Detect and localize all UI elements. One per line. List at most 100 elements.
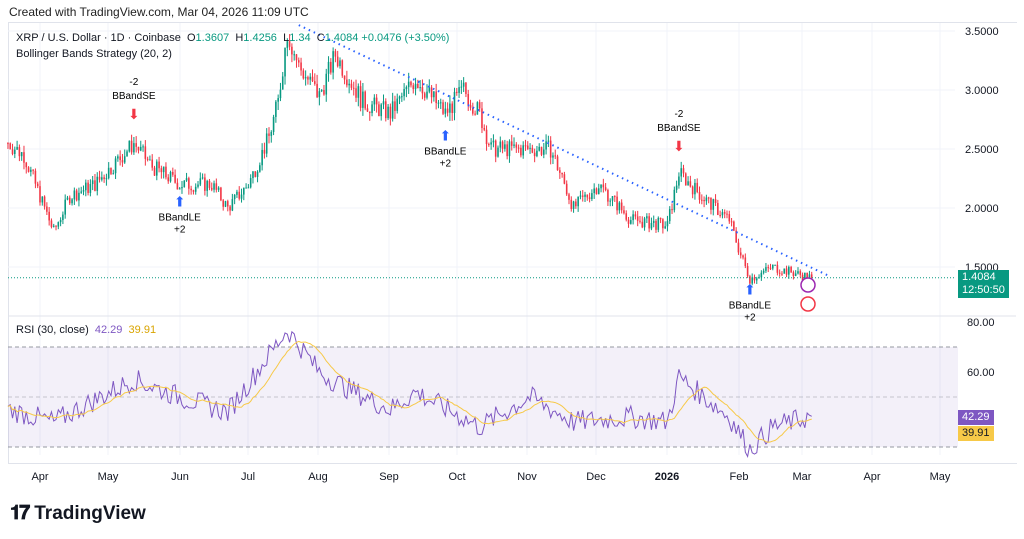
signal-qty: +2 — [440, 159, 452, 170]
candle-body — [549, 140, 552, 158]
low-label: L — [283, 32, 290, 44]
candle-body — [758, 277, 760, 279]
candle-body — [300, 62, 302, 71]
tv-logo-icon: 𝟏𝟕 — [10, 502, 30, 524]
candle-body — [465, 82, 467, 94]
candle-body — [577, 196, 579, 207]
candle-body — [595, 188, 598, 195]
candle-body — [133, 143, 135, 153]
rsi-legend[interactable]: RSI (30, close) 42.29 39.91 — [16, 324, 156, 336]
candle-body — [50, 220, 53, 227]
candle-body — [9, 143, 12, 150]
candle-body — [261, 149, 263, 166]
signal-label: BBandSE — [112, 91, 156, 102]
candle-body — [439, 102, 442, 104]
candle-body — [737, 242, 740, 253]
candle-body — [492, 140, 495, 143]
candle-body — [185, 178, 188, 181]
price-tick: 3.5000 — [965, 26, 999, 38]
candle-body — [380, 104, 383, 117]
candle-body — [547, 140, 550, 142]
candle-body — [240, 194, 243, 199]
candle-body — [396, 98, 399, 111]
candle-body — [343, 75, 346, 80]
candle-body — [320, 90, 323, 92]
arrow-down-icon: ⬇ — [673, 138, 685, 154]
candle-body — [469, 105, 472, 108]
candle-body — [96, 176, 99, 191]
candle-body — [717, 202, 719, 215]
candle-body — [286, 41, 289, 48]
candle-body — [199, 178, 202, 185]
candle-body — [233, 194, 236, 200]
candle-body — [419, 87, 421, 89]
candle-body — [694, 182, 696, 195]
trend-line — [298, 24, 831, 278]
candle-body — [277, 98, 279, 102]
candle-body — [536, 150, 538, 157]
candle-body — [231, 199, 234, 211]
candle-body — [263, 149, 266, 154]
candle-body — [139, 146, 142, 151]
candle-body — [62, 214, 64, 221]
candle-body — [107, 167, 110, 179]
candle-body — [373, 97, 376, 105]
candle-body — [636, 216, 639, 221]
candle-body — [538, 146, 541, 151]
last-price: 1.4084 — [962, 271, 996, 283]
candle-body — [650, 222, 653, 229]
symbol-title[interactable]: XRP / U.S. Dollar · 1D · Coinbase — [16, 32, 181, 44]
candle-body — [7, 143, 9, 145]
candle-body — [71, 199, 73, 204]
candle-body — [769, 267, 772, 269]
candle-body — [149, 159, 151, 161]
candle-body — [226, 201, 229, 207]
candle-body — [739, 252, 742, 256]
candle-body — [501, 141, 504, 149]
candle-body — [593, 188, 595, 194]
candle-body — [279, 89, 282, 99]
candle-body — [201, 177, 204, 179]
candle-body — [657, 217, 660, 230]
candle-body — [48, 211, 50, 221]
candle-body — [130, 140, 133, 153]
candle-body — [529, 147, 531, 149]
candle-body — [810, 274, 813, 278]
indicator-legend[interactable]: Bollinger Bands Strategy (20, 2) — [16, 48, 172, 60]
candle-body — [444, 108, 447, 114]
time-tick: May — [930, 471, 951, 483]
open-value: 1.3607 — [195, 32, 230, 44]
candle-body — [689, 181, 692, 187]
signal-label: BBandLE — [729, 300, 772, 311]
candle-body — [323, 90, 325, 95]
time-tick: Mar — [793, 471, 812, 483]
candle-body — [467, 93, 470, 106]
candle-body — [733, 221, 735, 231]
candle-body — [520, 147, 522, 156]
candle-body — [682, 168, 685, 174]
time-tick: Nov — [517, 471, 537, 483]
low-value: 1.34 — [289, 32, 311, 44]
candle-body — [357, 86, 360, 98]
candle-body — [391, 101, 394, 119]
candle-body — [137, 146, 140, 151]
candle-body — [591, 193, 593, 199]
symbol-legend: XRP / U.S. Dollar · 1D · Coinbase O1.360… — [16, 30, 449, 62]
candle-body — [364, 91, 366, 109]
signal-label: BBandLE — [159, 213, 202, 224]
candle-body — [545, 141, 547, 150]
candle-body — [774, 264, 776, 266]
arrow-up-icon: ⬆ — [439, 128, 451, 144]
candle-body — [114, 158, 117, 174]
candle-body — [46, 206, 48, 212]
candle-body — [625, 213, 628, 220]
candle-body — [751, 277, 753, 284]
candle-body — [797, 271, 799, 274]
candle-body — [57, 222, 60, 227]
candle-body — [531, 147, 534, 153]
candle-body — [794, 273, 797, 276]
signal-label: BBandLE — [424, 147, 467, 158]
candle-body — [352, 87, 355, 89]
candle-body — [662, 219, 664, 229]
